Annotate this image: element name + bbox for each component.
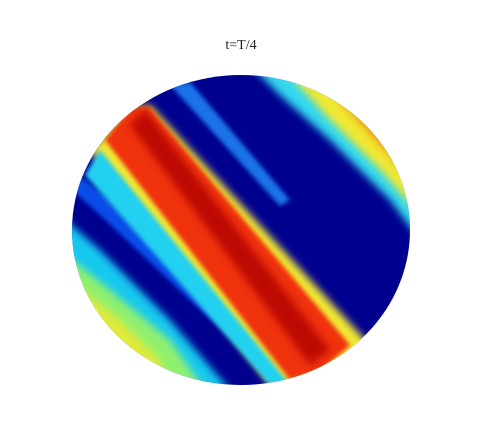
field-disk [72,75,410,385]
plot-title: t=T/4 [225,38,256,53]
